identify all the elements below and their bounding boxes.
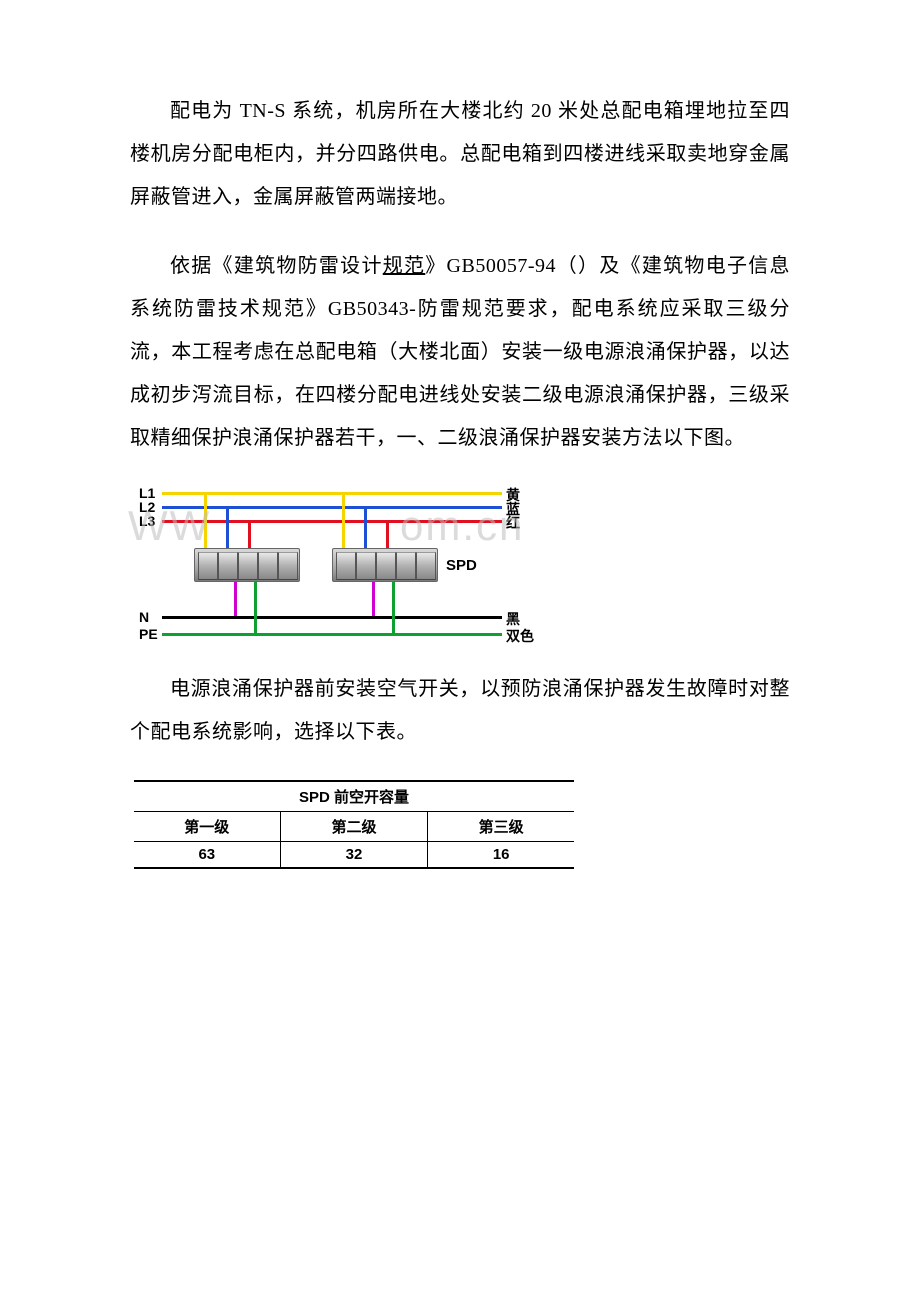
wire-PE: [162, 633, 502, 636]
label-L3-left: L3: [139, 513, 155, 529]
table-value-2: 32: [280, 842, 428, 869]
tap1-out-N: [234, 582, 237, 616]
table-title: SPD 前空开容量: [134, 781, 574, 812]
spd-device-2: [332, 548, 438, 582]
paragraph-1: 配电为 TN-S 系统，机房所在大楼北约 20 米处总配电箱埋地拉至四楼机房分配…: [130, 90, 790, 219]
wire-L3: [162, 520, 502, 523]
tap2-L2: [364, 506, 367, 548]
spd-label: SPD: [446, 557, 477, 574]
tap2-L3: [386, 520, 389, 548]
tap1-out-PE: [254, 582, 257, 633]
p2-underline: 规范: [383, 255, 426, 277]
label-PE-right: 双色: [506, 626, 534, 646]
wire-L1: [162, 492, 502, 495]
tap1-L1: [204, 492, 207, 548]
table-header-1: 第一级: [134, 812, 280, 842]
table-header-3: 第三级: [428, 812, 574, 842]
tap1-L3: [248, 520, 251, 548]
paragraph-2: 依据《建筑物防雷设计规范》GB50057-94（）及《建筑物电子信息系统防雷技术…: [130, 245, 790, 460]
label-N-left: N: [139, 609, 149, 625]
p2-text-a: 依据《建筑物防雷设计: [170, 255, 383, 277]
tap2-out-PE: [392, 582, 395, 633]
spd-wiring-diagram: L1 L2 L3 N PE 黄 蓝 红 黑 双色 SPD WW om.cn: [134, 486, 549, 646]
table-value-1: 63: [134, 842, 280, 869]
label-PE-left: PE: [139, 626, 158, 642]
table-header-2: 第二级: [280, 812, 428, 842]
wire-N: [162, 616, 502, 619]
paragraph-3: 电源浪涌保护器前安装空气开关，以预防浪涌保护器发生故障时对整个配电系统影响，选择…: [130, 668, 790, 754]
label-L3-right: 红: [506, 513, 520, 533]
spd-device-1: [194, 548, 300, 582]
tap2-L1: [342, 492, 345, 548]
tap1-L2: [226, 506, 229, 548]
table-value-3: 16: [428, 842, 574, 869]
breaker-capacity-table: SPD 前空开容量 第一级 第二级 第三级 63 32 16: [134, 780, 574, 869]
tap2-out-N: [372, 582, 375, 616]
wire-L2: [162, 506, 502, 509]
p2-text-b: 》GB50057-94（）及《建筑物电子信息系统防雷技术规范》GB50343-防…: [130, 255, 790, 449]
